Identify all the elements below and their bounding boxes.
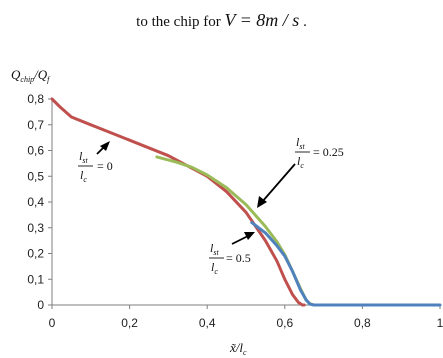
y-tick-label: 0,8 bbox=[27, 92, 44, 106]
annotation-2-den: lc bbox=[211, 260, 218, 276]
caption-prefix: to the chip for bbox=[136, 14, 225, 30]
annotation-0-num-l: l bbox=[79, 149, 83, 163]
annotation-0: lst lc = 0 bbox=[78, 149, 113, 184]
x-axis-title: x̃/lc bbox=[229, 340, 247, 357]
arrowhead-1 bbox=[257, 196, 267, 208]
caption-suffix: . bbox=[299, 14, 307, 30]
annotation-2-value: = 0.5 bbox=[226, 251, 251, 265]
annotation-1-num: lst bbox=[296, 135, 305, 151]
y-axis-title-q: Q bbox=[11, 67, 21, 82]
series-line-lst-0-5 bbox=[250, 221, 442, 307]
x-tick-label: 0,8 bbox=[354, 316, 371, 330]
annotation-2-den-l: l bbox=[211, 260, 215, 274]
annotation-0-num: lst bbox=[79, 149, 88, 165]
y-tick-label: 0,5 bbox=[27, 169, 44, 183]
y-axis-title-sub1: chip bbox=[20, 75, 34, 84]
x-axis-title-main: x̃/l bbox=[229, 340, 243, 355]
caption: to the chip for V = 8m / s . bbox=[0, 10, 443, 31]
annotation-1-den-sub: c bbox=[300, 161, 304, 170]
x-tick-label: 0 bbox=[49, 316, 56, 330]
x-tick-label: 0,2 bbox=[121, 316, 138, 330]
x-tick-label: 1 bbox=[437, 316, 443, 330]
annotation-2-num-sub: st bbox=[213, 248, 219, 257]
annotation-1: lst lc = 0.25 bbox=[295, 135, 344, 170]
series bbox=[50, 97, 442, 307]
annotation-1-num-sub: st bbox=[299, 142, 305, 151]
y-axis-title-mid: /Q bbox=[33, 67, 48, 82]
annotation-1-den-l: l bbox=[297, 154, 301, 168]
annotation-0-den-sub: c bbox=[83, 175, 87, 184]
y-axis-title-sub2: f bbox=[47, 75, 51, 84]
annotation-2: lst lc = 0.5 bbox=[209, 241, 251, 276]
annotation-0-num-sub: st bbox=[82, 156, 88, 165]
annotation-2-num: lst bbox=[210, 241, 219, 257]
annotation-2-num-l: l bbox=[210, 241, 214, 255]
y-tick-label: 0,4 bbox=[27, 195, 44, 209]
arrowhead-0 bbox=[100, 141, 110, 151]
series-line-lst-0-25 bbox=[155, 155, 316, 307]
y-axis-title: Qchip/Qf bbox=[11, 67, 51, 84]
x-axis-title-sub: c bbox=[243, 348, 247, 357]
y-tick-label: 0,2 bbox=[27, 247, 44, 261]
x-ticks: 0 0,2 0,4 0,6 0,8 1 bbox=[49, 305, 443, 330]
arrowhead-2 bbox=[244, 232, 255, 240]
y-tick-label: 0,1 bbox=[27, 272, 44, 286]
annotation-0-den-l: l bbox=[80, 168, 84, 182]
series-line-lst-0 bbox=[50, 97, 306, 307]
arrow-2 bbox=[231, 235, 249, 245]
y-tick-label: 0,6 bbox=[27, 144, 44, 158]
annotation-1-value: = 0.25 bbox=[313, 145, 344, 159]
annotation-2-den-sub: c bbox=[214, 267, 218, 276]
annotation-arrows bbox=[96, 141, 296, 245]
y-tick-label: 0 bbox=[37, 298, 44, 312]
annotation-1-den: lc bbox=[297, 154, 304, 170]
x-tick-label: 0,6 bbox=[276, 316, 293, 330]
x-tick-label: 0,4 bbox=[199, 316, 216, 330]
arrow-1 bbox=[261, 163, 296, 203]
y-ticks: 0 0,1 0,2 0,3 0,4 0,5 0,6 0,7 0,8 bbox=[27, 92, 52, 312]
annotation-0-den: lc bbox=[80, 168, 87, 184]
y-tick-label: 0,3 bbox=[27, 221, 44, 235]
y-tick-label: 0,7 bbox=[27, 118, 44, 132]
annotation-0-value: = 0 bbox=[97, 159, 113, 173]
annotation-1-num-l: l bbox=[296, 135, 300, 149]
caption-math: V = 8m / s bbox=[224, 10, 300, 30]
